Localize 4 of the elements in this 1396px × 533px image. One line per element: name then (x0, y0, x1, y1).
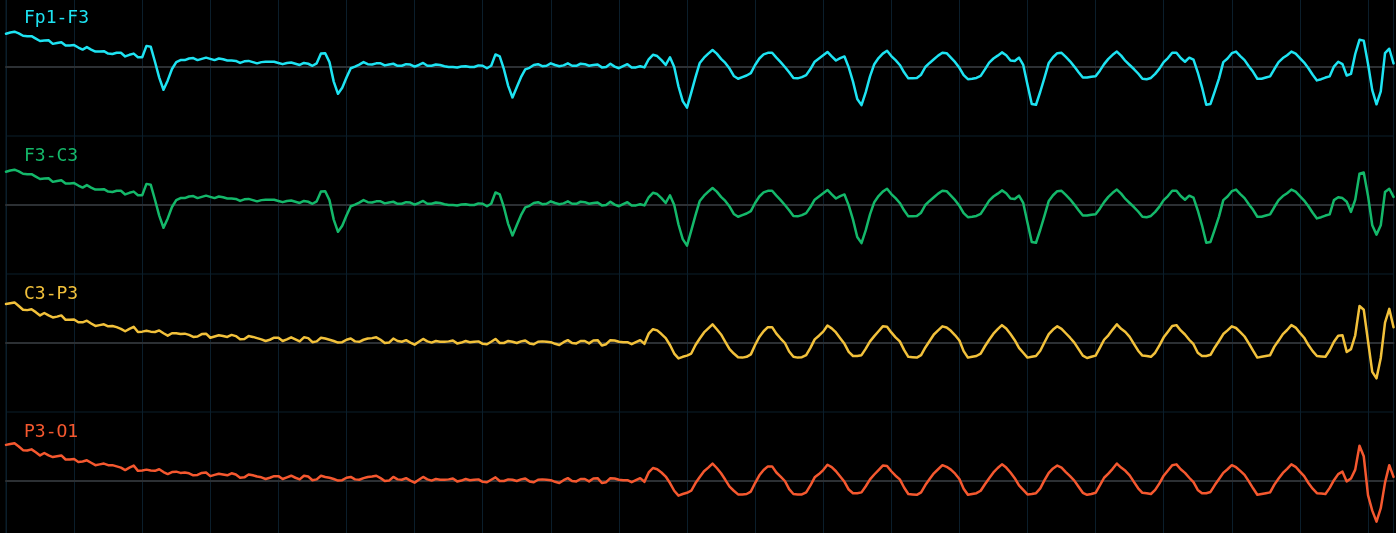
series-label: Fp1-F3 (24, 5, 90, 27)
series-label: P3-O1 (24, 419, 79, 441)
series-label: C3-P3 (24, 281, 79, 303)
series-label: F3-C3 (24, 143, 79, 165)
